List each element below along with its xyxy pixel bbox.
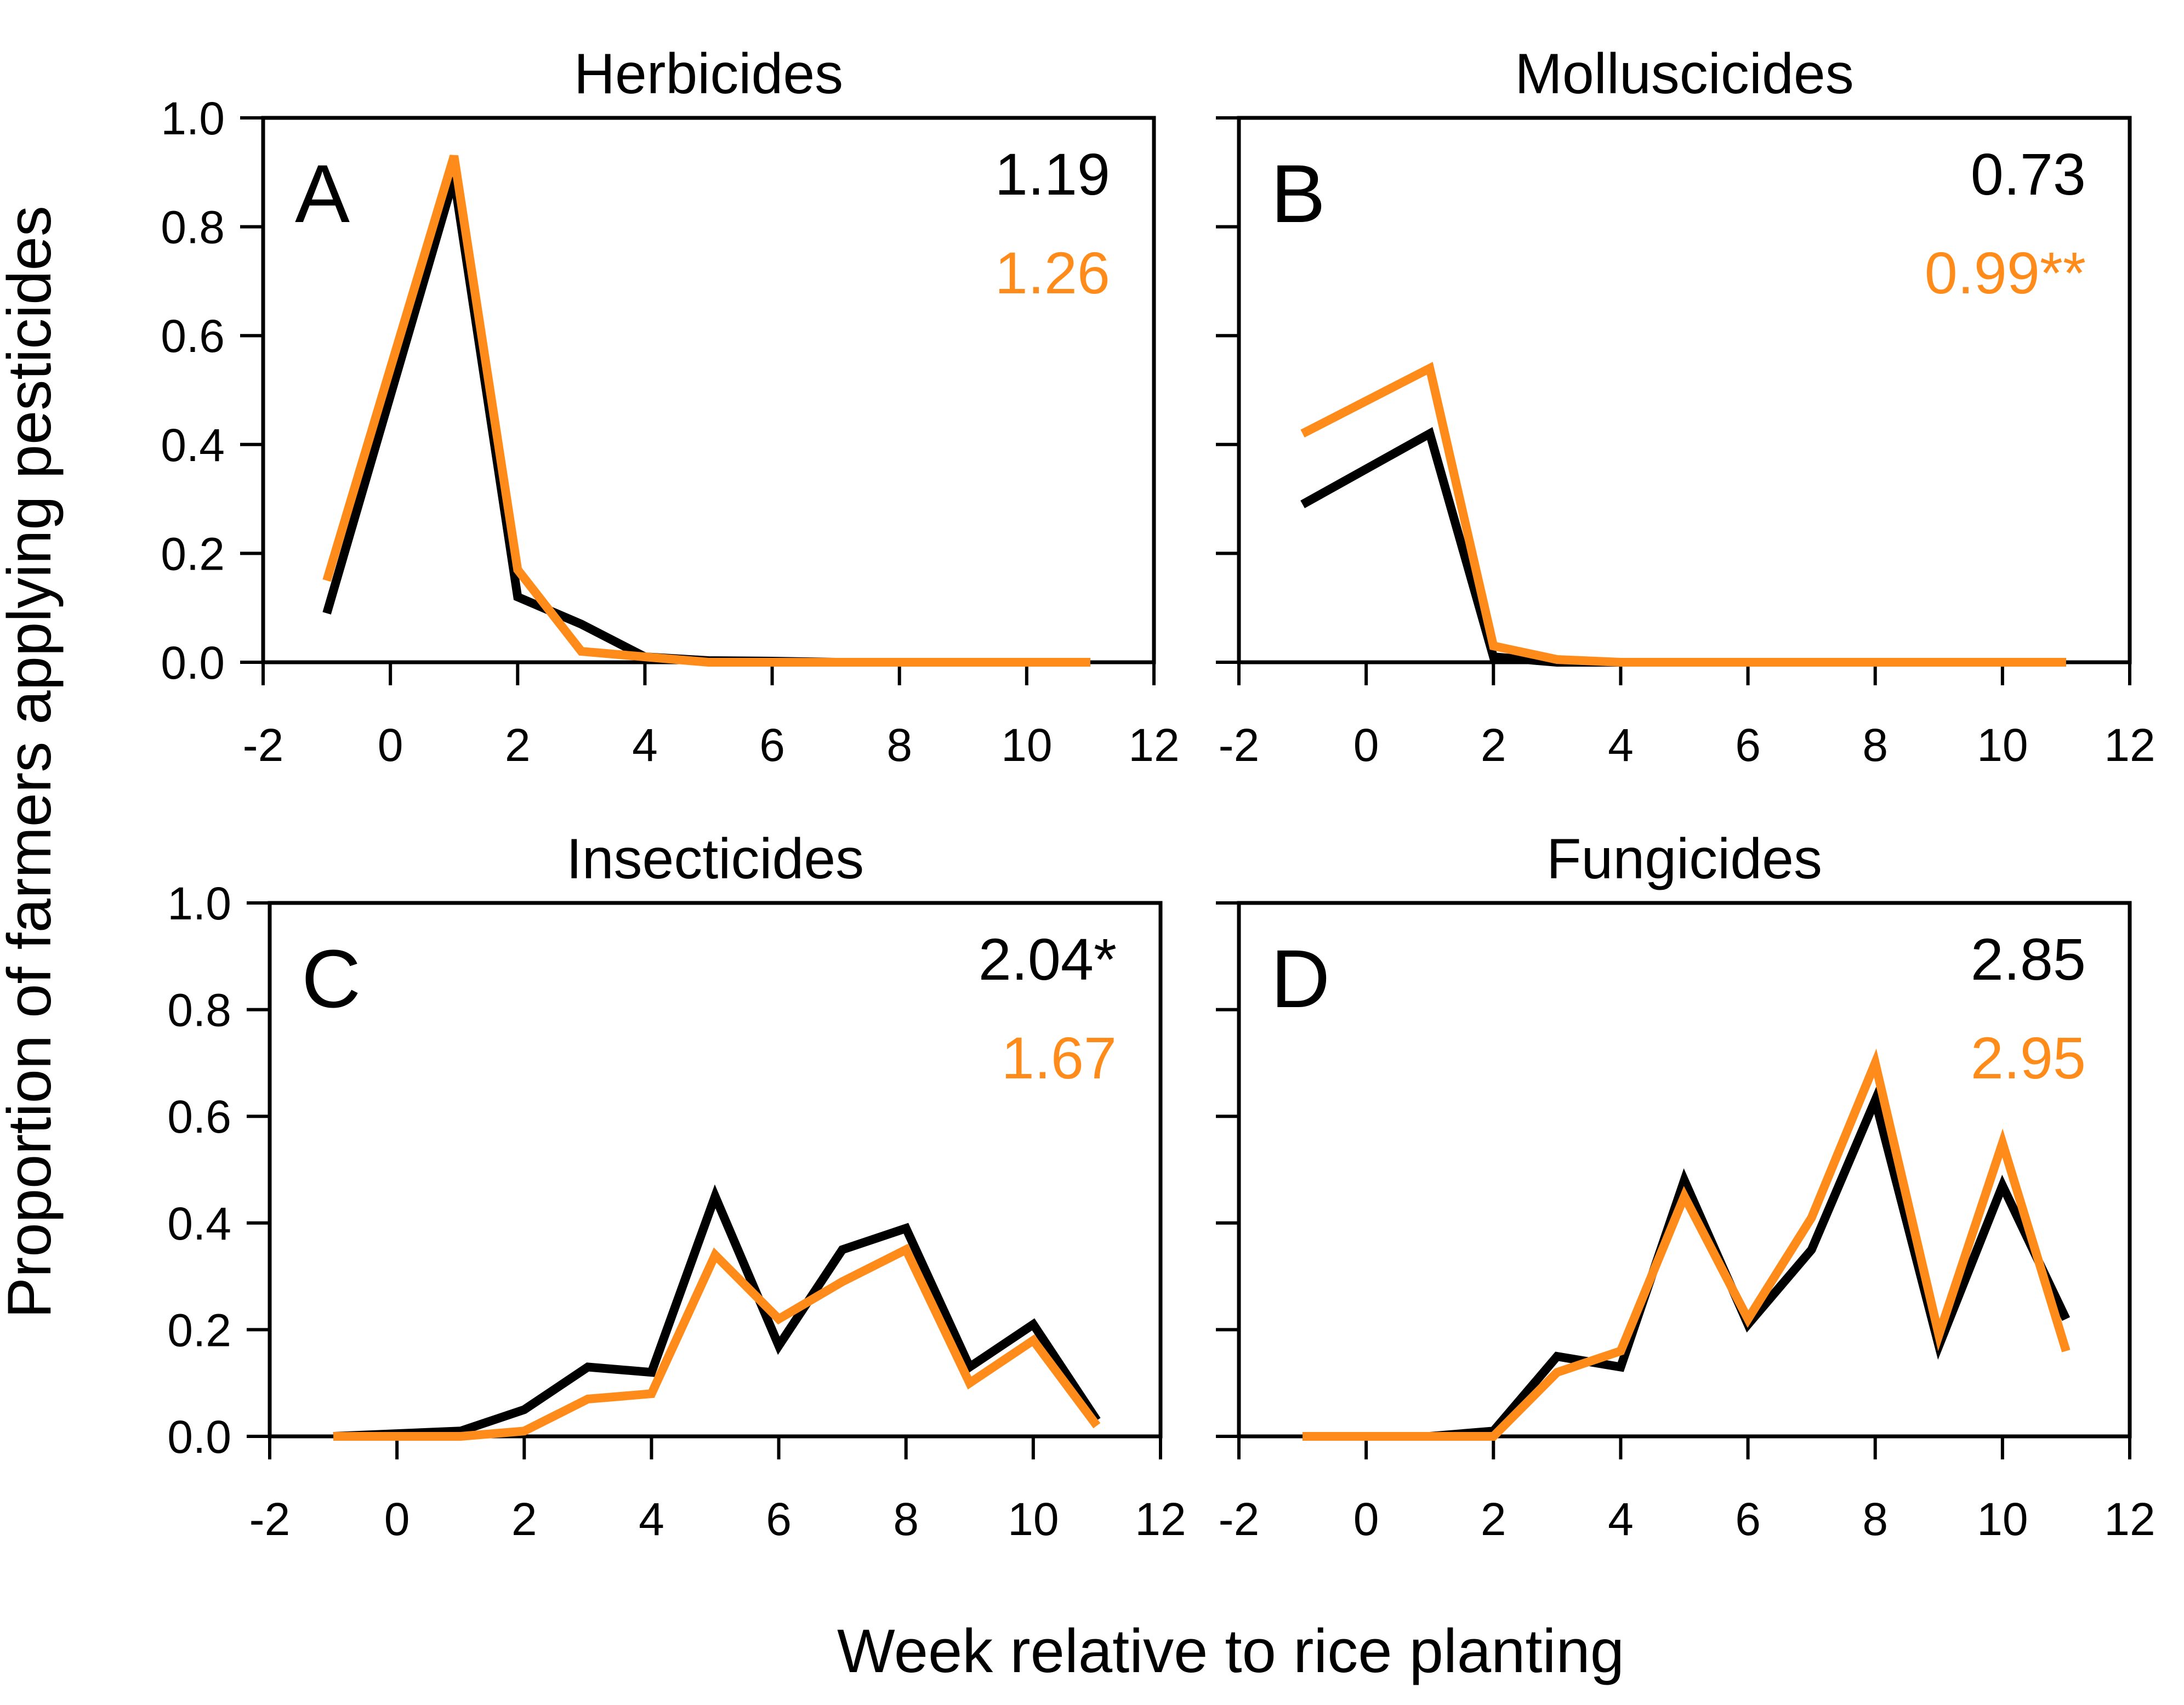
panel-d-series-orange: [1303, 1048, 2071, 1441]
panel-a-stat-black: 1.19: [995, 141, 1110, 207]
panel-b-stat-black: 0.73: [1971, 141, 2086, 207]
panel-d-x-tick-label: 8: [1862, 1493, 1888, 1545]
panel-c-frame: [268, 901, 1163, 1439]
panel-c-x-tick-label: 10: [1008, 1493, 1059, 1545]
panel-a-y-tick-label: 0.6: [161, 310, 225, 362]
panel-a-x-tick-label: 8: [886, 719, 912, 771]
panel-c-x-tick-label: 6: [766, 1493, 792, 1545]
panel-d-x-tick-label: 4: [1608, 1493, 1634, 1545]
panel-a-x-tick-label: 6: [759, 719, 785, 771]
panel-d: Fungicides -2 0 2 4 6 8 10 12 D 2.85 2.95: [1216, 827, 2155, 1545]
panel-c-y-tick-label: 0.6: [167, 1091, 231, 1143]
panel-a-x-tick-label: 10: [1001, 719, 1052, 771]
panel-c: Insecticides 0.0 0.2 0.4 0.6 0.8 1.0 -2 0 2 4 6 8 10 1…: [167, 827, 1186, 1545]
panel-a-y-tick-label: 0.8: [161, 202, 225, 253]
panel-a-y-tick-label: 1.0: [161, 93, 225, 144]
panel-b-x-tick-label: -2: [1219, 719, 1260, 771]
panel-b-x-tick-label: 2: [1481, 719, 1506, 771]
panel-c-x-tick-label: 4: [639, 1493, 664, 1545]
panel-b-x-tick-label: 0: [1353, 719, 1379, 771]
panel-a-series-black: [322, 176, 1090, 667]
panel-b-series-orange: [1300, 361, 2066, 667]
panel-b-x-tick-label: 10: [1977, 719, 2028, 771]
panel-a-letter: A: [295, 147, 350, 240]
panel-d-x-tick-label: 6: [1735, 1493, 1761, 1545]
panel-b-x-tick-label: 6: [1735, 719, 1761, 771]
panel-a-x-tick-label: 0: [378, 719, 403, 771]
panel-a-y-tick-label: 0.4: [161, 419, 225, 471]
panel-a-x-tick-label: -2: [243, 719, 284, 771]
panel-d-x-tick-label: 0: [1353, 1493, 1379, 1545]
panel-c-stat-black: 2.04*: [979, 926, 1117, 992]
panel-d-title: Fungicides: [1546, 827, 1822, 891]
panel-a: Herbicides 0.0 0.2 0.4 0.6 0.8 1.0 -2 0 2 4 6 8 10 12 A…: [161, 42, 1180, 771]
panel-b-stat-orange: 0.99**: [1925, 240, 2086, 306]
panel-c-series-orange: [333, 1243, 1101, 1441]
panel-c-stat-orange: 1.67: [1002, 1025, 1117, 1091]
panel-b: Molluscicides -2 0 2 4 6 8 10 12 B 0.73 0.99**: [1216, 42, 2155, 771]
panel-a-stat-orange: 1.26: [995, 240, 1110, 306]
panel-b-x-tick-label: 12: [2104, 719, 2155, 771]
panel-c-x-tick-label: 12: [1135, 1493, 1186, 1545]
panel-b-title: Molluscicides: [1515, 42, 1853, 106]
panel-a-x-tick-label: 12: [1128, 719, 1179, 771]
panel-c-y-tick-label: 0.8: [167, 985, 231, 1036]
panel-b-letter: B: [1271, 147, 1326, 240]
panel-a-y-tick-label: 0.2: [161, 528, 225, 579]
panel-c-x-tick-label: 2: [511, 1493, 537, 1545]
panel-d-frame: [1237, 901, 2132, 1439]
panel-d-stat-black: 2.85: [1971, 926, 2086, 992]
y-axis-label: Proportion of farmers applying pesticide…: [0, 206, 64, 1318]
panel-d-stat-orange: 2.95: [1971, 1025, 2086, 1091]
x-axis-label: Week relative to rice planting: [837, 1617, 1624, 1685]
panel-a-y-tick-label: 0.0: [161, 637, 225, 689]
panel-c-title: Insecticides: [566, 827, 864, 891]
panel-c-y-tick-label: 0.4: [167, 1198, 231, 1249]
panel-b-series-black: [1300, 427, 2066, 667]
panel-a-series-orange: [322, 155, 1090, 667]
panel-d-x-tick-label: 2: [1481, 1493, 1506, 1545]
panel-c-x-tick-label: 8: [893, 1493, 919, 1545]
panel-d-x-tick-label: 12: [2104, 1493, 2155, 1545]
panel-d-x-tick-label: -2: [1219, 1493, 1260, 1545]
panel-a-title: Herbicides: [574, 42, 843, 106]
panel-b-x-tick-label: 4: [1608, 719, 1634, 771]
panel-d-series-black: [1303, 1087, 2071, 1441]
panel-c-x-tick-label: 0: [384, 1493, 410, 1545]
panel-a-x-tick-label: 2: [505, 719, 531, 771]
panel-c-x-tick-label: -2: [249, 1493, 291, 1545]
panel-c-y-tick-label: 0.0: [167, 1411, 231, 1463]
panel-c-y-tick-label: 1.0: [167, 878, 231, 929]
panel-c-series-black: [333, 1184, 1101, 1441]
panel-c-y-tick-label: 0.2: [167, 1304, 231, 1356]
panel-d-letter: D: [1271, 933, 1330, 1025]
panel-c-letter: C: [302, 933, 361, 1025]
panel-b-x-tick-label: 8: [1862, 719, 1888, 771]
panel-a-x-tick-label: 4: [632, 719, 658, 771]
panel-d-x-tick-label: 10: [1977, 1493, 2028, 1545]
